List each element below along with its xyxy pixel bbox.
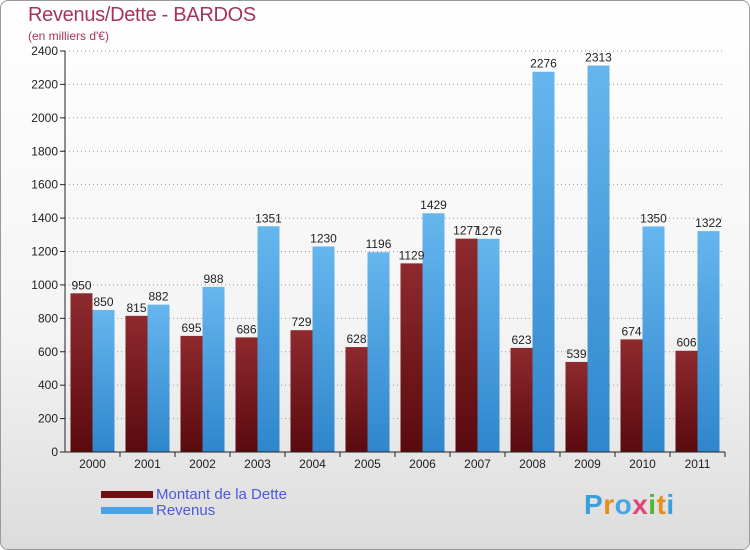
data-label-revenus-2000: 850 [93,295,113,309]
y-tick-label: 1800 [31,144,58,158]
logo-letter: x [632,489,649,520]
bar-revenus-2005 [367,252,390,452]
logo-letter: P [584,489,604,520]
data-label-debt-2002: 695 [181,321,201,335]
y-tick-label: 1200 [31,245,58,259]
data-label-debt-2000: 950 [71,278,91,292]
legend-swatch-revenus [101,507,153,514]
logo-letter: i [648,489,657,520]
x-tick-label-2005: 2005 [354,457,381,471]
bar-revenus-2008 [532,71,555,453]
data-label-debt-2007: 1277 [453,224,480,238]
data-label-revenus-2004: 1230 [310,231,337,245]
bar-revenus-2009 [587,65,610,452]
y-tick-label: 200 [38,412,58,426]
data-label-revenus-2003: 1351 [255,211,282,225]
y-tick-label: 2200 [31,77,58,91]
data-label-debt-2011: 606 [676,336,696,350]
data-label-revenus-2002: 988 [203,272,223,286]
legend-label-revenus: Revenus [156,502,216,519]
bar-revenus-2001 [147,304,170,452]
data-label-revenus-2010: 1350 [640,211,667,225]
bar-debt-2010 [620,339,643,452]
data-label-debt-2006: 1129 [399,248,425,262]
data-label-debt-2009: 539 [566,347,586,361]
bar-revenus-2011 [697,231,720,452]
bar-revenus-2010 [642,226,665,452]
chart-title: Revenus/Dette - BARDOS [28,4,256,26]
bar-revenus-2002 [202,286,225,452]
y-tick-label: 400 [38,378,58,392]
data-label-revenus-2009: 2313 [585,51,612,65]
data-label-debt-2005: 628 [346,332,366,346]
data-label-revenus-2006: 1429 [420,198,447,212]
legend-swatch-debt [101,491,153,498]
legend-label-debt: Montant de la Dette [156,486,287,503]
data-label-debt-2004: 729 [291,315,311,329]
bar-debt-2001 [125,315,148,452]
y-tick-label: 2400 [31,44,58,58]
y-tick-label: 600 [38,345,58,359]
bar-revenus-2000 [92,309,115,452]
bar-debt-2007 [455,238,478,452]
data-label-debt-2008: 623 [511,333,531,347]
x-tick-label-2002: 2002 [189,457,216,471]
x-tick-label-2001: 2001 [134,457,161,471]
bar-debt-2011 [675,350,698,452]
bar-revenus-2003 [257,226,280,452]
x-tick-label-2003: 2003 [244,457,271,471]
proxiti-logo: Proxiti [584,489,675,521]
chart-subtitle: (en milliers d'€) [28,29,109,43]
x-tick-label-2009: 2009 [574,457,601,471]
bar-debt-2004 [290,330,313,452]
y-tick-label: 2000 [31,111,58,125]
logo-letter: i [666,489,675,520]
bar-debt-2003 [235,337,258,452]
data-label-debt-2003: 686 [236,322,256,336]
logo-letter: o [614,489,633,520]
x-tick-label-2004: 2004 [299,457,326,471]
bar-revenus-2004 [312,246,335,452]
x-tick-label-2000: 2000 [79,457,106,471]
bar-revenus-2006 [422,213,445,452]
bar-debt-2008 [510,347,533,452]
bar-debt-2005 [345,347,368,452]
bar-debt-2002 [180,335,203,452]
data-label-revenus-2005: 1196 [366,237,392,251]
y-tick-label: 800 [38,311,58,325]
data-label-revenus-2001: 882 [148,290,168,304]
bar-debt-2009 [565,361,588,452]
x-tick-label-2008: 2008 [519,457,546,471]
x-tick-label-2011: 2011 [685,457,711,471]
bar-revenus-2007 [477,238,500,452]
y-tick-label: 0 [51,445,58,459]
data-label-debt-2010: 674 [621,324,641,338]
data-label-debt-2001: 815 [126,301,146,315]
logo-letter: t [656,489,667,520]
y-tick-label: 1600 [31,178,58,192]
logo-letter: r [603,489,615,520]
y-tick-label: 1000 [31,278,58,292]
x-tick-label-2007: 2007 [464,457,491,471]
data-label-revenus-2011: 1322 [695,216,722,230]
data-label-revenus-2007: 1276 [475,224,502,238]
x-tick-label-2010: 2010 [629,457,656,471]
data-label-revenus-2008: 2276 [530,57,557,71]
x-tick-label-2006: 2006 [409,457,436,471]
bar-debt-2006 [400,263,423,452]
bar-debt-2000 [70,293,93,452]
y-tick-label: 1400 [31,211,58,225]
